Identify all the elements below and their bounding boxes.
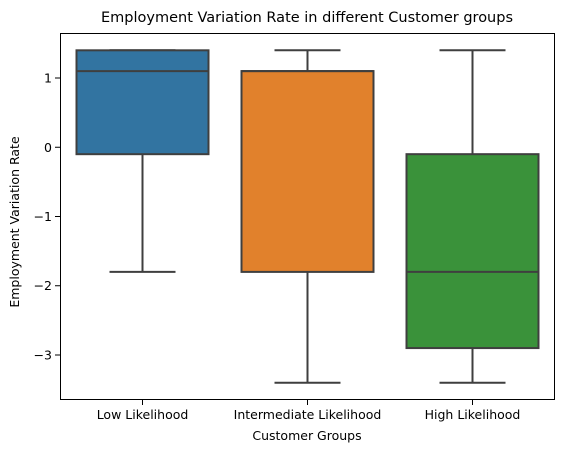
box-iqr bbox=[75, 49, 210, 156]
x-axis-label: Customer Groups bbox=[252, 428, 361, 443]
y-tick-label: −3 bbox=[34, 347, 52, 362]
x-tick-label: High Likelihood bbox=[425, 407, 521, 422]
x-axis-ticks: Low Likelihood Intermediate Likelihood Hig… bbox=[97, 400, 521, 422]
y-axis-label: Employment Variation Rate bbox=[7, 136, 22, 308]
plot-marks bbox=[75, 49, 540, 384]
plot-frame bbox=[60, 33, 555, 400]
box-group-2 bbox=[405, 49, 540, 384]
chart-title: Employment Variation Rate in different C… bbox=[101, 10, 513, 26]
x-tick-label: Low Likelihood bbox=[97, 407, 189, 422]
y-tick-label: −1 bbox=[34, 209, 52, 224]
y-axis-ticks: 1 0 −1 −2 −3 bbox=[34, 71, 60, 362]
box-group-0 bbox=[75, 49, 210, 273]
box-iqr bbox=[240, 70, 375, 273]
y-tick-label: −2 bbox=[34, 278, 52, 293]
y-tick-label: 1 bbox=[44, 71, 52, 86]
box-group-1 bbox=[240, 49, 375, 384]
y-tick-label: 0 bbox=[44, 140, 52, 155]
x-tick-label: Intermediate Likelihood bbox=[234, 407, 382, 422]
box-iqr bbox=[405, 153, 540, 350]
